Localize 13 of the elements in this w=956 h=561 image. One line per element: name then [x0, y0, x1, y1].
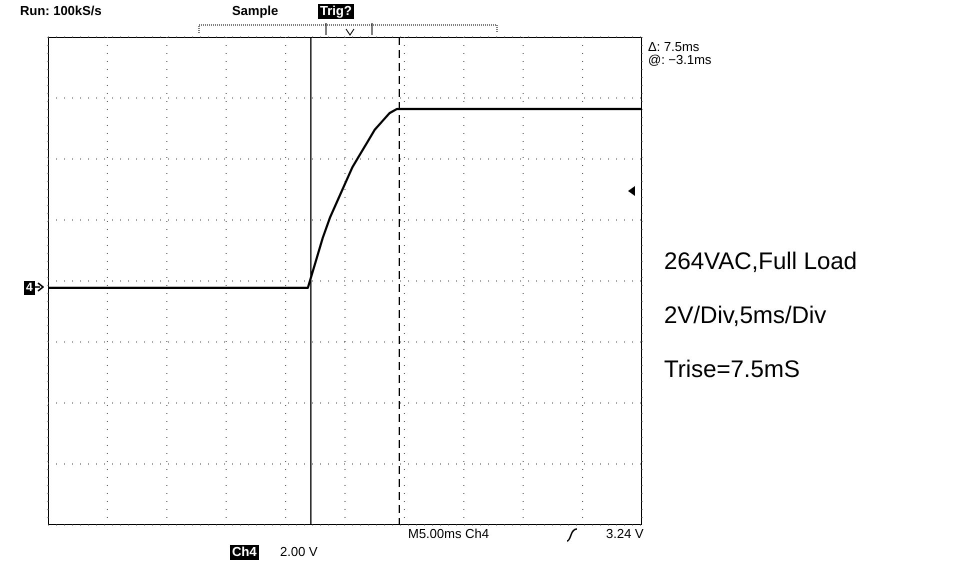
text: Run: 100kS/s — [20, 3, 102, 19]
text: @: −3.1ms — [648, 52, 712, 68]
text: Trise=7.5mS — [664, 356, 800, 384]
text: 2V/Div,5ms/Div — [664, 302, 826, 330]
text: 2.00 V — [280, 544, 318, 560]
text: Trig? — [318, 3, 354, 19]
text: Ch4 — [230, 544, 259, 560]
text: 264VAC,Full Load — [664, 248, 858, 276]
text: Δ: 7.5ms — [648, 39, 700, 54]
text: Sample — [232, 3, 278, 19]
text: 3.24 V — [606, 526, 644, 542]
text: 4 — [24, 280, 35, 295]
text: M5.00ms Ch4 — [408, 526, 489, 542]
